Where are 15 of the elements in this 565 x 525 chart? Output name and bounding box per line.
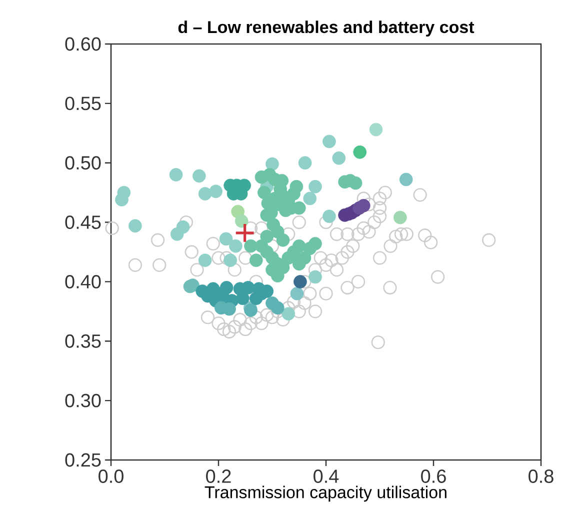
y-tick-label: 0.60 [65, 37, 101, 51]
y-tick-label: 0.45 [65, 216, 101, 229]
y-tick-label: 0.30 [65, 394, 101, 408]
y-tick-label: 0.35 [65, 334, 101, 348]
y-tick-label: 0.25 [65, 453, 101, 467]
x-tick-label: 0.2 [206, 470, 231, 483]
y-tick-label: 0.55 [65, 96, 101, 110]
y-tick-label: 0.40 [65, 274, 101, 288]
chart-title: d – Low renewables and battery cost [178, 20, 474, 36]
x-tick-label: 0.6 [421, 470, 446, 483]
x-tick-label: 0.4 [314, 470, 339, 483]
x-tick-label: 0.8 [528, 470, 554, 483]
x-tick-label: 0.0 [98, 470, 124, 483]
y-tick-label: 0.50 [65, 156, 101, 170]
x-axis-title: Transmission capacity utilisation [204, 486, 446, 502]
